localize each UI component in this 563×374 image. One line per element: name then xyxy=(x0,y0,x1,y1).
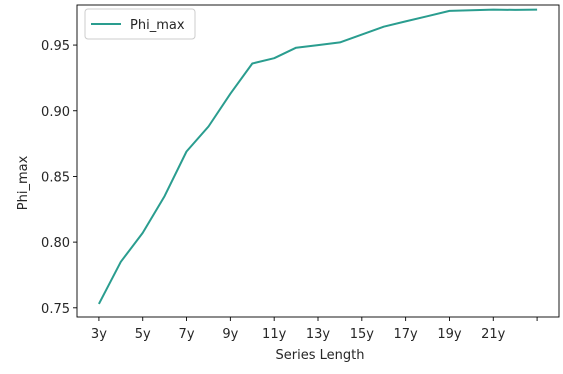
legend: Phi_max xyxy=(84,8,196,40)
series-line-phi-max xyxy=(98,8,538,305)
axes-layer: 3y 5y 7y 9y 11y 13y 15y 17y 19y 21y 0.75 0.80 0.85 0.… xyxy=(41,4,560,342)
x-tick-label: 5y xyxy=(135,327,151,342)
plot-layer xyxy=(98,8,538,305)
x-tick-label: 7y xyxy=(179,327,195,342)
x-tick-label: 15y xyxy=(350,327,375,342)
x-tick-label: 13y xyxy=(306,327,331,342)
x-tick-label: 9y xyxy=(222,327,238,342)
y-tick-label: 0.90 xyxy=(41,105,70,120)
x-tick-label: 17y xyxy=(394,327,419,342)
y-tick-label: 0.85 xyxy=(41,170,70,185)
x-tick-label: 19y xyxy=(437,327,462,342)
legend-label-phi-max: Phi_max xyxy=(130,18,185,33)
x-tick-label: 21y xyxy=(481,327,506,342)
x-tick-label: 3y xyxy=(91,327,107,342)
plot-frame xyxy=(76,4,560,318)
x-tick-label: 11y xyxy=(262,327,287,342)
x-axis-label: Series Length xyxy=(276,348,365,363)
y-tick-label: 0.75 xyxy=(41,302,70,317)
y-tick-label: 0.95 xyxy=(41,39,70,54)
legend-box xyxy=(84,8,196,40)
y-axis-label: Phi_max xyxy=(16,155,31,210)
y-tick-label: 0.80 xyxy=(41,236,70,251)
